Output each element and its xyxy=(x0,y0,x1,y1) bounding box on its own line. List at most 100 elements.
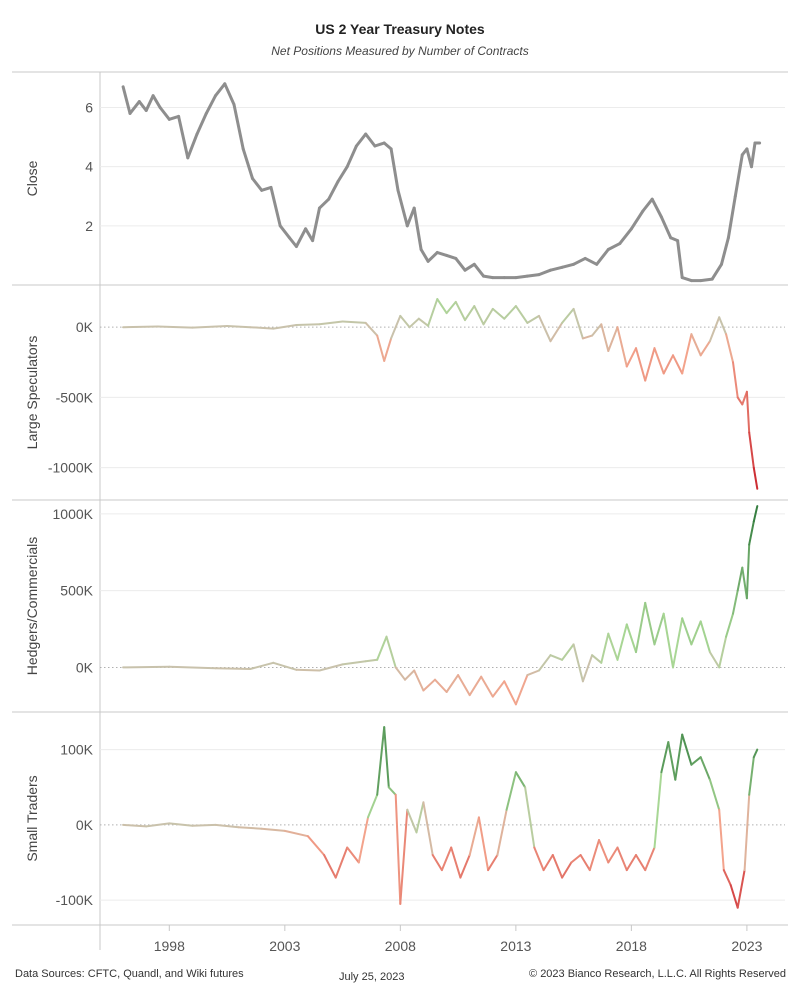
series-segment xyxy=(251,177,264,192)
series-segment xyxy=(463,262,476,272)
series-segment xyxy=(457,674,471,697)
series-segment xyxy=(674,733,684,781)
series-segment xyxy=(733,153,744,198)
series-segment xyxy=(405,206,416,228)
series-segment xyxy=(422,801,434,856)
series-segment xyxy=(427,298,439,327)
series-segment xyxy=(561,643,575,661)
series-segment xyxy=(681,617,693,646)
series-segment xyxy=(396,188,409,228)
series-segment xyxy=(572,643,584,683)
series-segment xyxy=(144,94,155,112)
series-segment xyxy=(283,829,309,838)
series-segment xyxy=(561,861,573,879)
series-segment xyxy=(538,654,552,672)
series-segment xyxy=(272,661,298,671)
series-segment xyxy=(644,347,656,382)
y-tick-label: -100K xyxy=(56,892,94,908)
series-segment xyxy=(708,316,721,343)
series-segment xyxy=(311,206,321,243)
series-segment xyxy=(635,601,647,654)
series-segment xyxy=(644,601,656,646)
y-tick-label: 0K xyxy=(76,319,94,335)
y-tick-label: 0K xyxy=(76,659,94,675)
series-segment xyxy=(364,132,377,148)
series-segment xyxy=(560,262,576,269)
series-segment xyxy=(491,307,506,320)
series-segment xyxy=(729,884,739,909)
series-segment xyxy=(720,236,730,266)
series-segment xyxy=(653,612,665,646)
series-segment xyxy=(690,756,702,766)
chart-subtitle: Net Positions Measured by Number of Cont… xyxy=(271,44,529,58)
series-segment xyxy=(514,305,529,324)
series-segment xyxy=(459,854,471,879)
series-segment xyxy=(376,334,386,362)
series-segment xyxy=(450,846,462,879)
series-segment xyxy=(389,147,400,192)
series-segment xyxy=(394,793,402,905)
panel-ylabel: Close xyxy=(24,160,40,196)
series-segment xyxy=(390,314,402,340)
series-segment xyxy=(399,808,409,905)
y-tick-label: 6 xyxy=(85,100,93,116)
series-segment xyxy=(588,839,600,872)
series-segment xyxy=(525,273,541,278)
series-segment xyxy=(710,262,723,281)
series-segment xyxy=(269,185,282,228)
series-segment xyxy=(406,808,418,834)
series-segment xyxy=(681,333,693,375)
series-segment xyxy=(341,320,367,324)
series-segment xyxy=(295,323,321,326)
series-segment xyxy=(672,354,684,375)
series-segment xyxy=(167,114,181,121)
series-segment xyxy=(482,274,495,280)
series-segment xyxy=(607,632,619,661)
series-segment xyxy=(672,617,684,669)
series-segment xyxy=(318,197,331,210)
series-segment xyxy=(526,669,540,677)
series-segment xyxy=(581,654,594,683)
series-segment xyxy=(572,256,587,266)
series-segment xyxy=(718,808,725,872)
series-segment xyxy=(426,251,439,263)
series-segment xyxy=(616,326,628,368)
series-segment xyxy=(607,846,619,864)
series-segment xyxy=(524,786,536,849)
chart-title: US 2 Year Treasury Notes xyxy=(315,21,485,37)
series-segment xyxy=(383,337,393,362)
series-segment xyxy=(122,665,171,669)
series-segment xyxy=(287,236,298,248)
series-segment xyxy=(306,835,326,856)
series-segment xyxy=(616,623,628,661)
series-segment xyxy=(750,141,757,169)
series-segment xyxy=(549,265,564,272)
series-segment xyxy=(272,324,298,330)
series-segment xyxy=(650,197,663,219)
x-tick-label: 2023 xyxy=(731,938,762,954)
series-segment xyxy=(699,620,711,654)
series-segment xyxy=(434,678,448,693)
y-tick-label: 4 xyxy=(85,159,93,175)
series-segment xyxy=(629,209,645,231)
series-segment xyxy=(591,323,603,337)
series-segment xyxy=(533,846,545,872)
series-segment xyxy=(354,132,368,148)
series-segment xyxy=(549,321,564,343)
series-segment xyxy=(595,248,610,266)
series-segment xyxy=(440,846,453,872)
series-segment xyxy=(168,665,217,670)
series-segment xyxy=(662,354,674,375)
series-segment xyxy=(364,321,379,337)
series-segment xyxy=(237,826,263,830)
x-tick-label: 2018 xyxy=(616,938,647,954)
series-segment xyxy=(468,675,483,697)
series-segment xyxy=(156,325,194,329)
series-segment xyxy=(514,674,529,706)
series-segment xyxy=(496,808,508,856)
series-segment xyxy=(616,846,628,872)
series-segment xyxy=(431,854,443,872)
y-tick-label: -500K xyxy=(56,389,94,405)
series-segment xyxy=(214,823,240,829)
series-segment xyxy=(383,726,390,789)
